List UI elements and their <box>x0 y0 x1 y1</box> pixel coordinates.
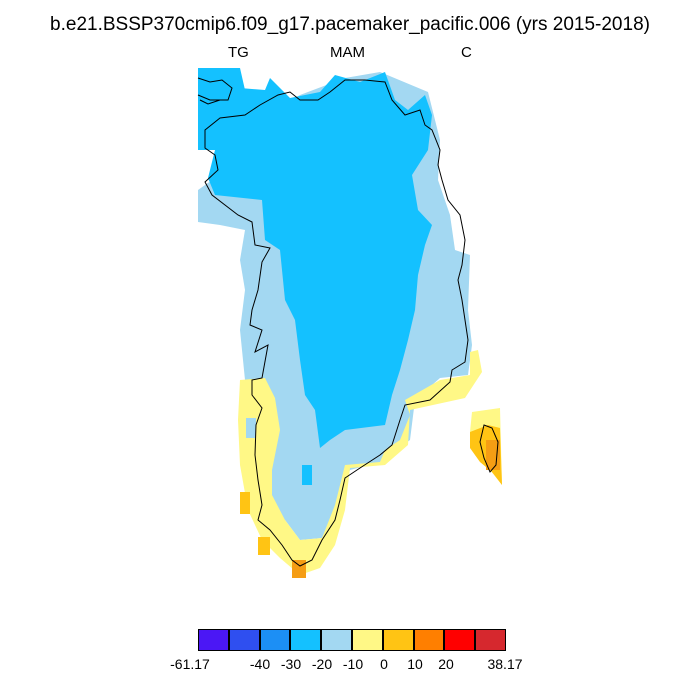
colorbar-swatch <box>475 629 506 651</box>
colorbar-swatch <box>259 629 291 651</box>
colorbar-label: 20 <box>438 656 454 672</box>
colorbar-label: -10 <box>342 656 364 672</box>
colorbar-label: -40 <box>249 656 271 672</box>
coastline-island-east <box>479 424 499 473</box>
region-deep-blue <box>198 68 432 448</box>
plot-title: b.e21.BSSP370cmip6.f09_g17.pacemaker_pac… <box>50 14 650 35</box>
colorbar-swatch <box>382 629 414 651</box>
colorbar-label: 10 <box>407 656 423 672</box>
region-deep-blue-nw <box>198 68 245 112</box>
colorbar-label: 0 <box>380 656 388 672</box>
region-gold-3 <box>292 560 306 578</box>
colorbar-label: -20 <box>311 656 333 672</box>
colorbar-swatch <box>444 629 476 651</box>
coastline-island-nw <box>197 77 233 101</box>
colorbar-swatch <box>290 629 322 651</box>
colorbar-swatch <box>228 629 260 651</box>
region-gold-2 <box>258 537 270 555</box>
colorbar-swatch <box>198 629 229 651</box>
region-light-fleck <box>246 418 256 438</box>
season-label: MAM <box>330 44 365 61</box>
colorbar-swatch <box>352 629 383 651</box>
coastline-fjord <box>199 99 221 105</box>
region-deep-fleck <box>302 465 312 485</box>
region-gold-1 <box>240 492 250 514</box>
units-label: C <box>461 44 472 61</box>
colorbar-swatch <box>321 629 352 651</box>
colorbar-label: 38.17 <box>487 656 523 672</box>
coastline <box>204 79 469 567</box>
region-yellow-south <box>238 350 482 575</box>
variable-label: TG <box>228 44 249 61</box>
colorbar-label: -61.17 <box>170 656 210 672</box>
colorbar-label: -30 <box>280 656 302 672</box>
colorbar-swatch <box>413 629 445 651</box>
